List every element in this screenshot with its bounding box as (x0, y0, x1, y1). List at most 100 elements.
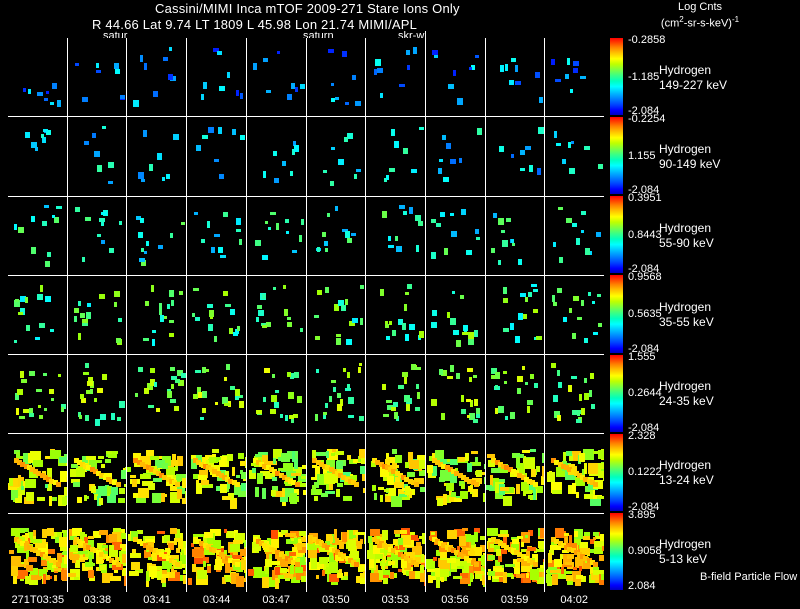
heatmap-cell[interactable] (485, 434, 546, 513)
heatmap-cell[interactable] (425, 38, 486, 117)
data-pixel (94, 398, 98, 403)
data-pixel (43, 408, 47, 412)
heatmap-cell[interactable] (67, 275, 128, 355)
field-aligned-streak-pixel (26, 544, 32, 550)
heatmap-cell[interactable] (67, 355, 128, 434)
data-pixel (564, 562, 574, 566)
heatmap-cell[interactable] (8, 275, 68, 355)
heatmap-cell[interactable] (187, 355, 247, 434)
data-pixel (92, 133, 97, 139)
heatmap-cell[interactable] (366, 355, 426, 434)
heatmap-grid[interactable] (8, 38, 605, 592)
heatmap-cell[interactable] (545, 513, 605, 592)
heatmap-cell[interactable] (187, 196, 247, 275)
heatmap-cell[interactable] (67, 434, 128, 513)
heatmap-cell[interactable] (8, 196, 68, 275)
heatmap-cell[interactable] (127, 434, 188, 513)
data-pixel (574, 531, 579, 538)
heatmap-cell[interactable] (8, 38, 68, 117)
data-pixel (525, 297, 529, 303)
heatmap-cell[interactable] (485, 117, 546, 196)
heatmap-cell[interactable] (545, 355, 605, 434)
heatmap-cell[interactable] (366, 38, 426, 117)
heatmap-cell[interactable] (425, 355, 486, 434)
heatmap-cell[interactable] (425, 117, 486, 196)
heatmap-cell[interactable] (127, 275, 188, 355)
data-pixel (95, 63, 99, 69)
heatmap-cell[interactable] (246, 196, 307, 275)
heatmap-cell[interactable] (246, 355, 307, 434)
data-pixel (315, 574, 319, 579)
heatmap-cell[interactable] (306, 434, 367, 513)
heatmap-cell[interactable] (8, 513, 68, 592)
field-aligned-streak-pixel (99, 552, 105, 558)
field-aligned-streak-pixel (589, 559, 595, 565)
heatmap-cell[interactable] (485, 38, 546, 117)
heatmap-cell[interactable] (366, 513, 426, 592)
heatmap-cell[interactable] (485, 355, 546, 434)
heatmap-cell[interactable] (366, 117, 426, 196)
heatmap-cell[interactable] (306, 196, 367, 275)
heatmap-cell[interactable] (306, 513, 367, 592)
heatmap-cell[interactable] (67, 38, 128, 117)
heatmap-cell[interactable] (187, 513, 247, 592)
data-pixel (356, 575, 361, 583)
heatmap-cell[interactable] (127, 117, 188, 196)
heatmap-cell[interactable] (127, 196, 188, 275)
data-pixel (45, 484, 49, 489)
data-pixel (41, 220, 47, 226)
heatmap-cell[interactable] (187, 38, 247, 117)
heatmap-cell[interactable] (545, 275, 605, 355)
heatmap-cell[interactable] (67, 513, 128, 592)
heatmap-cell[interactable] (306, 355, 367, 434)
data-pixel (27, 89, 31, 95)
data-pixel (146, 240, 150, 246)
heatmap-cell[interactable] (425, 434, 486, 513)
heatmap-cell[interactable] (246, 434, 307, 513)
data-pixel (465, 452, 470, 461)
heatmap-cell[interactable] (306, 275, 367, 355)
data-pixel (391, 406, 397, 411)
heatmap-cell[interactable] (187, 434, 247, 513)
data-pixel (62, 552, 67, 556)
heatmap-cell[interactable] (545, 196, 605, 275)
heatmap-cell[interactable] (485, 196, 546, 275)
heatmap-cell[interactable] (545, 38, 605, 117)
heatmap-cell[interactable] (187, 117, 247, 196)
heatmap-cell[interactable] (246, 117, 307, 196)
heatmap-cell[interactable] (187, 275, 247, 355)
heatmap-cell[interactable] (545, 117, 605, 196)
heatmap-cell[interactable] (67, 117, 128, 196)
heatmap-cell[interactable] (306, 38, 367, 117)
heatmap-cell[interactable] (366, 196, 426, 275)
heatmap-cell[interactable] (485, 513, 546, 592)
field-aligned-streak-pixel (394, 471, 400, 477)
heatmap-cell[interactable] (366, 275, 426, 355)
field-aligned-streak-pixel (172, 480, 178, 486)
heatmap-cell[interactable] (425, 196, 486, 275)
data-pixel (64, 564, 67, 574)
heatmap-cell[interactable] (127, 513, 188, 592)
heatmap-cell[interactable] (8, 117, 68, 196)
data-pixel (286, 94, 292, 101)
heatmap-cell[interactable] (485, 275, 546, 355)
heatmap-cell[interactable] (127, 355, 188, 434)
data-pixel (50, 102, 55, 105)
heatmap-cell[interactable] (246, 513, 307, 592)
heatmap-cell[interactable] (545, 434, 605, 513)
data-pixel (526, 573, 530, 580)
heatmap-cell[interactable] (425, 275, 486, 355)
heatmap-cell[interactable] (246, 275, 307, 355)
heatmap-cell[interactable] (8, 355, 68, 434)
heatmap-cell[interactable] (127, 38, 188, 117)
data-pixel (338, 568, 342, 578)
heatmap-cell[interactable] (8, 434, 68, 513)
heatmap-cell[interactable] (306, 117, 367, 196)
heatmap-cell[interactable] (67, 196, 128, 275)
heatmap-cell[interactable] (425, 513, 486, 592)
data-pixel (193, 554, 205, 564)
heatmap-cell[interactable] (366, 434, 426, 513)
heatmap-cell[interactable] (246, 38, 307, 117)
data-pixel (26, 324, 31, 331)
data-pixel (175, 473, 186, 481)
